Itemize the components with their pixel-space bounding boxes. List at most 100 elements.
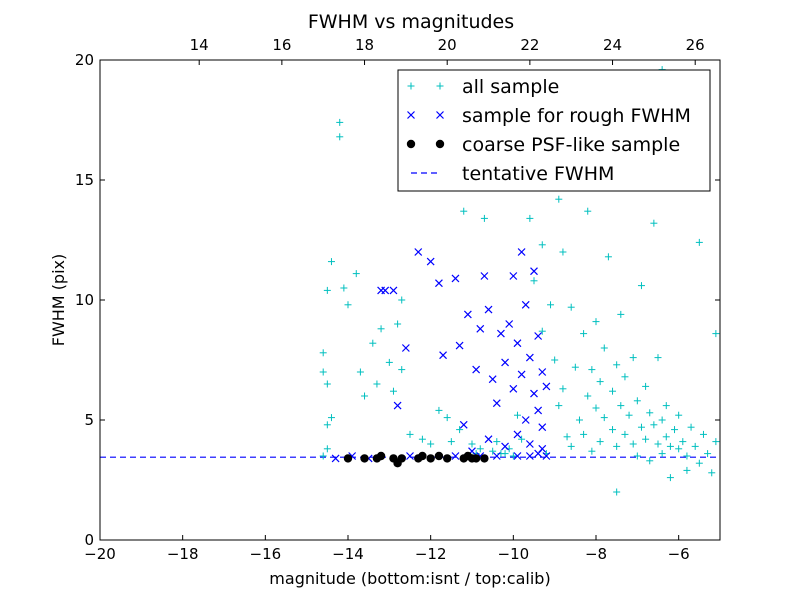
x-tick-label: −14 bbox=[332, 545, 364, 563]
all-sample-point bbox=[662, 433, 670, 441]
all-sample-point bbox=[683, 466, 691, 474]
all-sample-point bbox=[551, 356, 559, 364]
x-tick-label: −10 bbox=[498, 545, 530, 563]
all-sample-point bbox=[604, 253, 612, 261]
rough-fwhm-point bbox=[426, 257, 435, 266]
all-sample-point bbox=[646, 457, 654, 465]
psf-like-point bbox=[397, 454, 406, 463]
rough-fwhm-point bbox=[435, 279, 443, 288]
all-sample-point bbox=[555, 402, 563, 410]
legend-label-coarse-psf-like-sample: coarse PSF-like sample bbox=[462, 134, 680, 156]
all-sample-point bbox=[580, 330, 588, 338]
y-tick-label: 20 bbox=[75, 51, 94, 69]
psf-like-point bbox=[343, 454, 353, 463]
all-sample-point bbox=[650, 219, 658, 227]
top-tick-label: 22 bbox=[520, 36, 539, 54]
all-sample-point bbox=[695, 238, 703, 246]
top-tick-label: 18 bbox=[355, 36, 374, 54]
all-sample-point bbox=[489, 447, 497, 455]
rough-fwhm-point bbox=[530, 389, 538, 398]
all-sample-point bbox=[666, 442, 674, 450]
all-sample-point bbox=[699, 430, 707, 438]
rough-fwhm-point bbox=[476, 324, 485, 333]
all-sample-point bbox=[609, 426, 617, 434]
all-sample-point bbox=[575, 416, 583, 424]
rough-fwhm-point bbox=[525, 452, 534, 460]
all-sample-point bbox=[547, 301, 555, 309]
rough-fwhm-point bbox=[538, 444, 547, 453]
all-sample-point bbox=[708, 469, 716, 477]
all-sample-point bbox=[377, 325, 385, 333]
all-sample-point bbox=[658, 450, 666, 458]
psf-like-point bbox=[443, 454, 452, 463]
all-sample-point bbox=[675, 445, 683, 453]
psf-like-point bbox=[426, 454, 435, 463]
all-sample-point bbox=[704, 450, 712, 458]
top-tick-label: 16 bbox=[272, 36, 291, 54]
all-sample-point bbox=[675, 411, 683, 419]
rough-fwhm-point bbox=[492, 399, 501, 408]
rough-fwhm-point bbox=[534, 406, 543, 415]
all-sample-point bbox=[319, 368, 327, 376]
legend-box bbox=[397, 69, 711, 192]
rough-fwhm-point bbox=[542, 382, 551, 391]
x-tick-label: −16 bbox=[250, 545, 282, 563]
psf-like-point bbox=[434, 451, 444, 461]
legend-label-sample-for-rough-fwhm: sample for rough FWHM bbox=[462, 105, 691, 127]
all-sample-point bbox=[691, 442, 699, 450]
rough-fwhm-point bbox=[451, 452, 460, 460]
all-sample-point bbox=[588, 366, 596, 374]
all-sample-point bbox=[629, 354, 637, 362]
all-sample-point bbox=[621, 373, 629, 381]
all-sample-point bbox=[323, 286, 331, 294]
all-sample-point bbox=[712, 330, 720, 338]
all-sample-point bbox=[617, 310, 625, 318]
legend-symbol-sample-for-rough-fwhm bbox=[436, 111, 444, 119]
all-sample-point bbox=[671, 426, 679, 434]
all-sample-point bbox=[679, 438, 687, 446]
rough-fwhm-point bbox=[530, 267, 538, 276]
all-sample-point bbox=[447, 438, 455, 446]
all-sample-point bbox=[637, 423, 645, 431]
top-tick-label: 26 bbox=[686, 36, 705, 54]
all-sample-point bbox=[596, 438, 604, 446]
rough-fwhm-point bbox=[542, 452, 551, 460]
all-sample-point bbox=[327, 414, 335, 422]
all-sample-point bbox=[613, 488, 621, 496]
all-sample-point bbox=[613, 361, 621, 369]
y-tick-label: 5 bbox=[84, 411, 94, 429]
all-sample-point bbox=[336, 118, 344, 126]
all-sample-point bbox=[352, 270, 360, 278]
legend-symbol-coarse-psf-like-sample bbox=[435, 139, 445, 149]
all-sample-point bbox=[658, 416, 666, 424]
all-sample-point bbox=[480, 214, 488, 222]
all-sample-point bbox=[323, 380, 331, 388]
all-sample-point bbox=[336, 133, 344, 141]
rough-fwhm-point bbox=[513, 339, 522, 348]
rough-fwhm-point bbox=[484, 435, 493, 444]
x-tick-label: −12 bbox=[415, 545, 447, 563]
rough-fwhm-point bbox=[517, 370, 526, 379]
rough-fwhm-point bbox=[488, 375, 497, 384]
rough-fwhm-point bbox=[501, 358, 509, 367]
rough-fwhm-point bbox=[406, 452, 414, 460]
rough-fwhm-point bbox=[534, 332, 543, 340]
all-sample-point bbox=[389, 387, 397, 395]
x-tick-label: −8 bbox=[585, 545, 607, 563]
rough-fwhm-point bbox=[521, 416, 530, 424]
all-sample-point bbox=[369, 339, 377, 347]
all-sample-point bbox=[633, 452, 641, 460]
all-sample-point bbox=[476, 445, 484, 453]
rough-fwhm-point bbox=[401, 344, 410, 352]
top-tick-label: 20 bbox=[438, 36, 457, 54]
all-sample-point bbox=[650, 421, 658, 429]
all-sample-point bbox=[633, 397, 641, 405]
rough-fwhm-point bbox=[472, 365, 481, 374]
y-tick-label: 10 bbox=[75, 291, 94, 309]
all-sample-point bbox=[555, 195, 563, 203]
all-sample-point bbox=[563, 433, 571, 441]
all-sample-point bbox=[530, 277, 538, 285]
rough-fwhm-point bbox=[492, 452, 501, 460]
all-sample-point bbox=[642, 382, 650, 390]
rough-fwhm-point bbox=[517, 248, 526, 256]
